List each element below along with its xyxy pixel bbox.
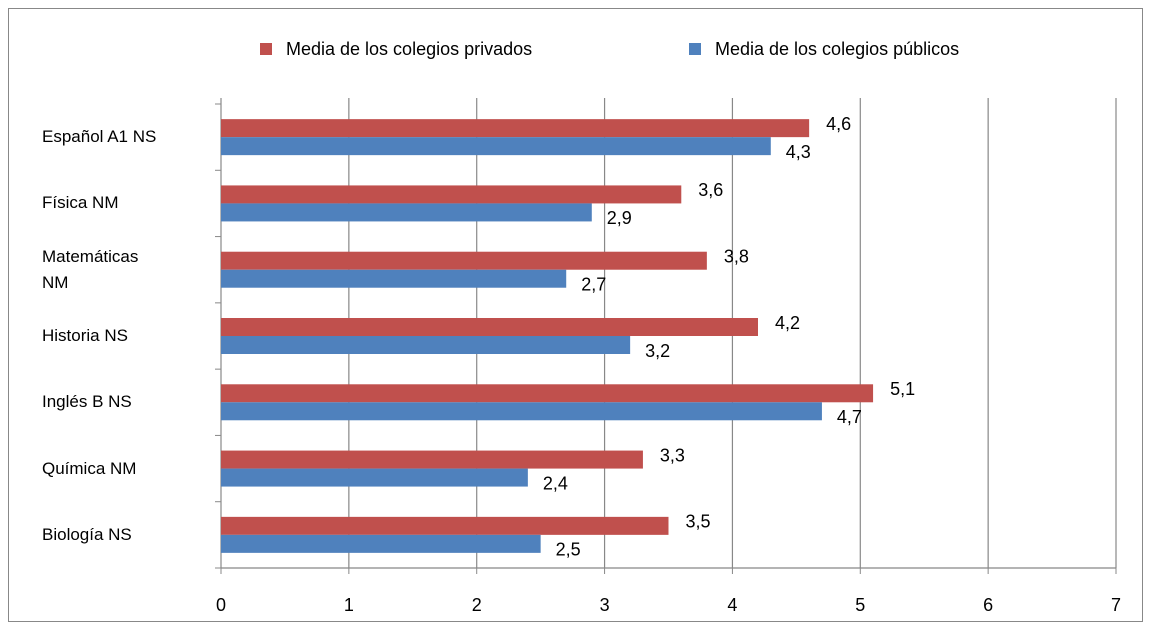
bar bbox=[221, 137, 771, 156]
bar bbox=[221, 336, 631, 354]
data-label: 2,5 bbox=[556, 540, 581, 560]
x-tick-label: 3 bbox=[600, 595, 610, 615]
legend-swatch bbox=[689, 43, 701, 55]
x-tick-label: 2 bbox=[472, 595, 482, 615]
data-label: 4,7 bbox=[837, 407, 862, 427]
y-tick-label: Química NM bbox=[42, 458, 137, 478]
data-label: 2,4 bbox=[543, 473, 568, 493]
bar bbox=[221, 318, 758, 336]
data-label: 4,3 bbox=[786, 142, 811, 162]
bar bbox=[221, 450, 643, 469]
bar bbox=[221, 402, 822, 421]
y-tick-label: Español A1 NS bbox=[42, 127, 157, 147]
x-tick-label: 1 bbox=[344, 595, 354, 615]
x-tick-label: 4 bbox=[727, 595, 737, 615]
x-tick-label: 7 bbox=[1111, 595, 1121, 615]
y-tick-label: Inglés B NS bbox=[42, 392, 132, 412]
bar bbox=[221, 203, 592, 222]
data-label: 2,7 bbox=[581, 274, 606, 294]
bar bbox=[221, 119, 810, 138]
bar bbox=[221, 468, 528, 487]
bar bbox=[221, 384, 874, 403]
bar bbox=[221, 185, 682, 204]
data-label: 5,1 bbox=[890, 379, 915, 399]
bar bbox=[221, 269, 567, 288]
data-label: 3,5 bbox=[686, 512, 711, 532]
data-label: 3,3 bbox=[660, 445, 685, 465]
bar bbox=[221, 251, 707, 270]
bar bbox=[221, 534, 541, 553]
bar bbox=[221, 516, 669, 535]
data-label: 3,8 bbox=[724, 246, 749, 266]
x-tick-label: 0 bbox=[216, 595, 226, 615]
x-tick-label: 5 bbox=[855, 595, 865, 615]
data-label: 3,2 bbox=[645, 341, 670, 361]
data-label: 2,9 bbox=[607, 208, 632, 228]
y-tick-label: Historia NS bbox=[42, 326, 128, 345]
x-tick-label: 6 bbox=[983, 595, 993, 615]
legend-swatch bbox=[260, 43, 272, 55]
y-tick-label: Física NM bbox=[42, 193, 119, 213]
legend-label: Media de los colegios privados bbox=[286, 39, 532, 59]
legend-label: Media de los colegios públicos bbox=[715, 39, 959, 59]
data-label: 3,6 bbox=[698, 180, 723, 200]
y-tick-label: Matemáticas NM bbox=[42, 246, 139, 292]
data-label: 4,2 bbox=[775, 313, 800, 333]
y-tick-label: Biología NS bbox=[42, 524, 132, 544]
data-label: 4,6 bbox=[826, 114, 851, 134]
